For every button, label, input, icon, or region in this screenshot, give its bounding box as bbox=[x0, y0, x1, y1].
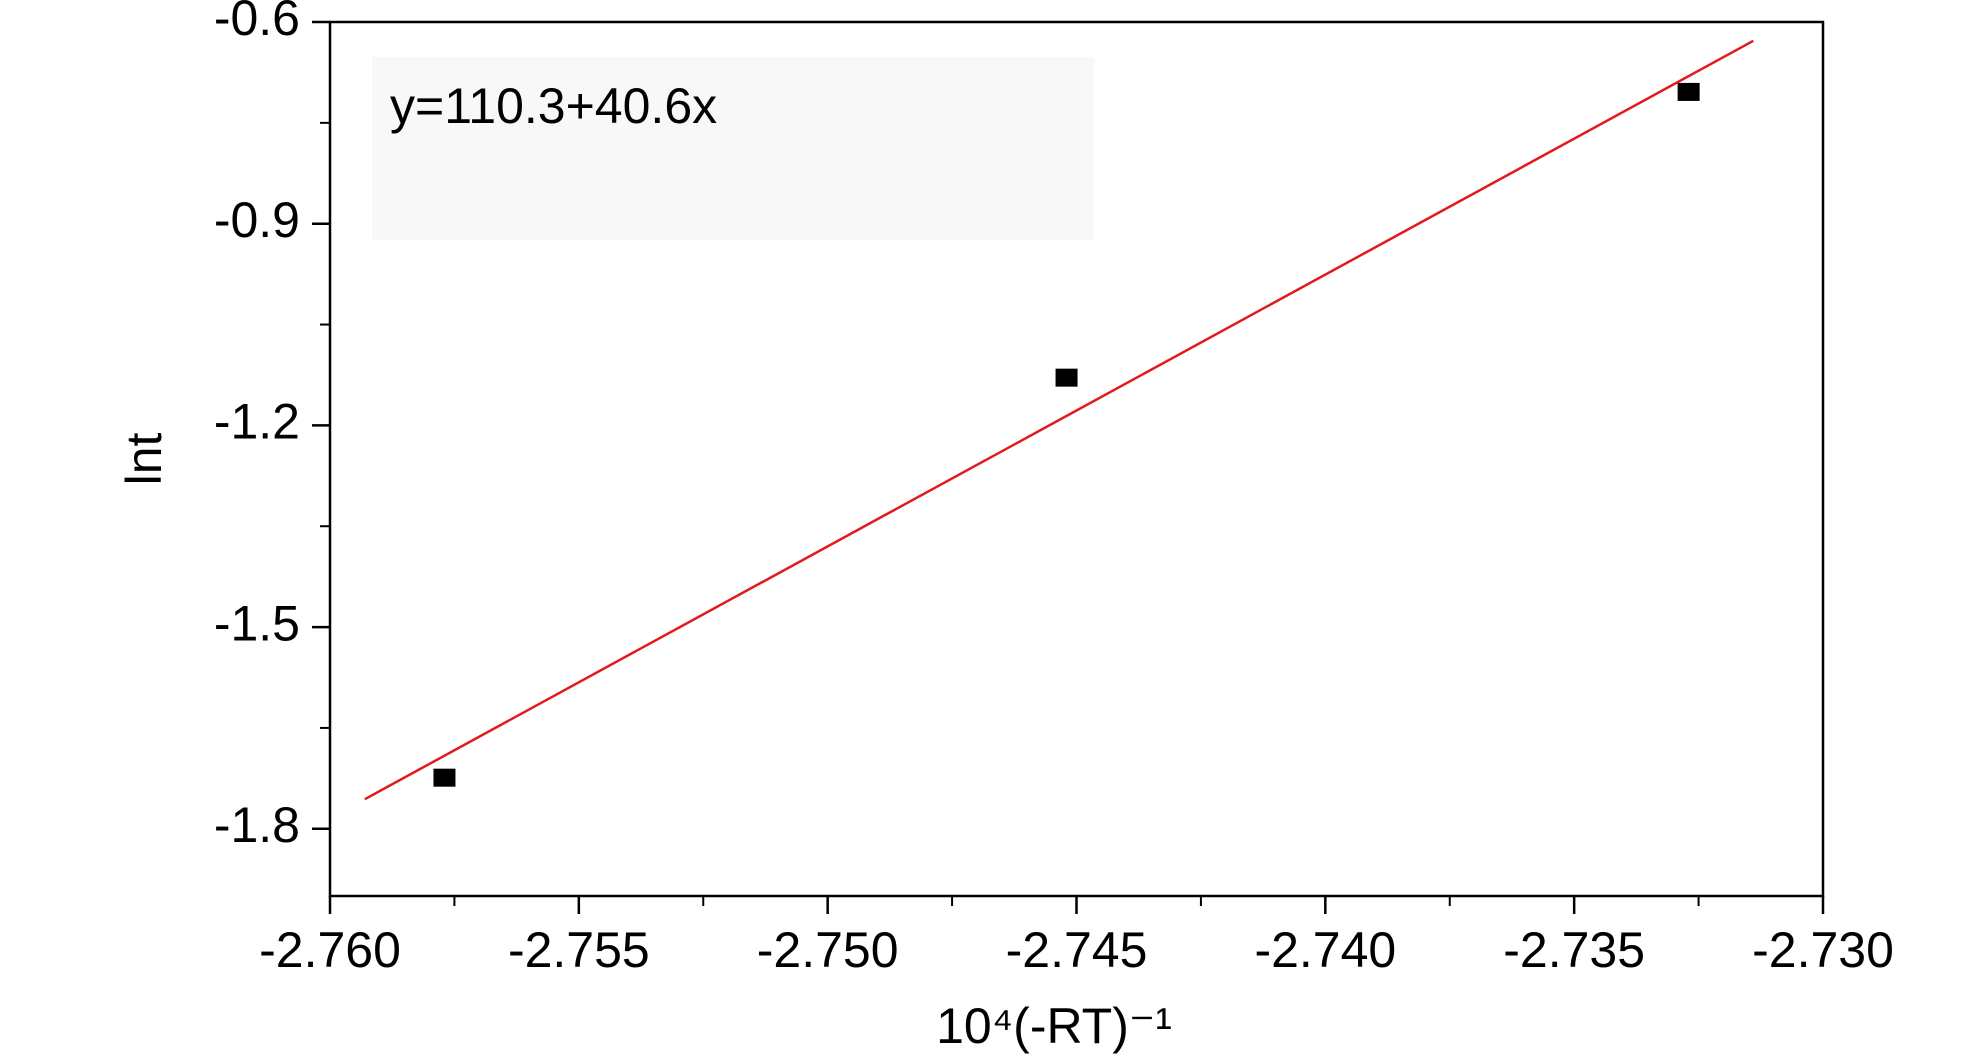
fit-line bbox=[364, 39, 1754, 801]
x-tick-label: -2.750 bbox=[757, 922, 899, 978]
point bbox=[433, 768, 456, 787]
x-tick-label: -2.730 bbox=[1752, 922, 1894, 978]
y-tick-label: -1.2 bbox=[214, 394, 300, 450]
annotation-box bbox=[372, 57, 1094, 240]
y-tick-label: -1.5 bbox=[214, 595, 300, 651]
y-tick-label: -0.6 bbox=[214, 0, 300, 46]
point bbox=[1055, 368, 1078, 387]
y-tick-label: -1.8 bbox=[214, 797, 300, 853]
y-tick-label: -0.9 bbox=[214, 192, 300, 248]
x-tick-label: -2.740 bbox=[1254, 922, 1396, 978]
x-tick-label: -2.735 bbox=[1503, 922, 1645, 978]
annotation: y=110.3+40.6x bbox=[390, 78, 717, 134]
x-axis-title: 10⁴(-RT)⁻¹ bbox=[936, 998, 1172, 1054]
point bbox=[1677, 82, 1700, 101]
x-tick-label: -2.745 bbox=[1006, 922, 1148, 978]
x-tick-label: -2.755 bbox=[508, 922, 650, 978]
y-axis-title: lnt bbox=[116, 432, 172, 485]
x-tick-label: -2.760 bbox=[259, 922, 401, 978]
